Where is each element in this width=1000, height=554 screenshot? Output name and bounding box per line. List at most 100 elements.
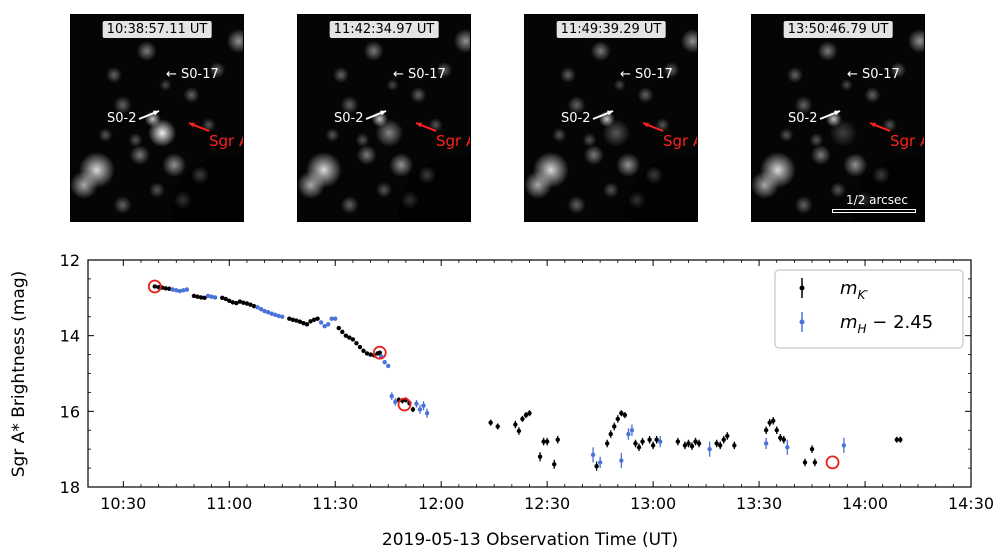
star-blob [106,67,122,83]
data-point-mk [608,431,613,437]
data-point-mk [693,439,698,444]
data-point-mk [520,416,525,422]
x-tick-label: 10:30 [100,494,146,513]
star-field-image [71,29,243,221]
data-point-mh [707,446,712,452]
data-point-mk [615,416,620,422]
data-point-mk [290,317,296,322]
data-point-mh [325,322,331,327]
legend-mh-text: mH − 2.45 [840,312,933,336]
star-blob [809,133,824,147]
data-point-mk [241,300,246,305]
y-tick-label: 18 [60,478,80,497]
x-tick-label: 13:00 [630,494,676,513]
sgr-a-arrow-head [416,122,422,128]
shadow-region [171,155,243,221]
data-point-mh [272,312,278,318]
sgr-a-label: Sgr A* [436,132,470,150]
data-point-mk [675,439,681,444]
data-point-mk [802,460,808,465]
panel-timestamp: 11:49:39.29 UT [556,21,666,38]
data-point-mk [650,443,656,448]
x-tick-label: 11:00 [206,494,252,513]
star-blob [680,29,697,53]
sgr-a-label: Sgr A* [890,132,924,150]
data-point-mk [234,300,239,306]
s0-2-text: S0-2 [107,111,137,126]
data-point-mk [771,418,776,423]
x-tick-label: 14:30 [948,494,994,513]
legend-box [774,269,964,349]
data-point-mh [619,458,624,463]
star-blob [340,196,359,214]
star-blob [453,29,470,53]
data-point-mh [763,441,769,446]
image-panel-3: 11:49:39.29 UT ← S0-17 S0-2 Sgr A* [524,14,698,222]
sgr-a-text: Sgr A* [436,132,470,150]
s0-2-arrow-head [380,110,386,116]
s0-2-label: S0-2 [561,111,591,126]
data-point-mk [202,295,207,301]
sgr-a-arrow-head [189,122,195,128]
data-point-mk [368,352,373,357]
s0-2-text: S0-2 [561,111,591,126]
star-blob [71,171,98,199]
data-point-mk [541,439,546,444]
data-point-mk [721,437,726,442]
data-point-mh [209,294,214,299]
sgr-a-label: Sgr A* [209,132,243,150]
data-point-mk [523,412,529,418]
y-axis-label: Sgr A* Brightness (mag) [9,271,29,478]
scale-bar [832,209,916,213]
data-point-mh [184,287,190,292]
star-blob [552,128,567,142]
data-point-mk [377,350,382,355]
star-blob [752,171,779,199]
data-point-mk [767,420,772,425]
star-blob [864,87,881,103]
star-blob [567,196,586,214]
star-blob [663,62,680,78]
data-point-mh [393,399,398,405]
data-point-mh [177,288,183,294]
data-point-mk [725,433,730,439]
data-point-mk [732,443,737,448]
data-point-mk [619,411,624,416]
data-point-mk [361,348,366,353]
shadow-region [398,155,470,221]
data-point-mh [322,324,327,329]
star-blob [525,171,552,199]
data-point-mk [809,446,815,452]
star-blob [113,96,132,114]
data-point-mk [191,293,197,299]
star-blob [389,153,414,177]
highlight-circle [147,279,162,294]
s0-2-label: S0-2 [334,111,364,126]
data-point-mh [629,428,635,433]
star-blob [890,62,907,78]
star-blob [616,153,641,177]
data-point-mk [248,302,253,307]
light-curve-chart: 10:30 11:00 11:30 12:00 12:30 13:00 13:30 14:00… [9,251,994,550]
data-point-mk [195,294,200,299]
data-point-mk [894,437,900,442]
x-tick-label: 14:00 [842,494,888,513]
data-point-mh [262,308,267,314]
x-axis-label: 2019-05-13 Observation Time (UT) [382,530,678,550]
data-point-mh [590,452,596,458]
star-blob [149,182,165,198]
star-blob [113,196,132,214]
star-blob [907,29,924,53]
data-point-mh [382,359,387,365]
star-blob [376,182,392,198]
data-point-mk [297,319,303,324]
data-point-mh [389,394,394,399]
sgr-a-text: Sgr A* [663,132,697,150]
star-blob [583,145,604,165]
sgr-a-text: Sgr A* [890,132,924,150]
data-point-mk [251,303,257,309]
panel-timestamp: 13:50:46.79 UT [783,21,893,38]
data-point-mk [410,407,416,412]
data-point-mk [555,437,560,442]
data-point-mh [265,310,271,315]
